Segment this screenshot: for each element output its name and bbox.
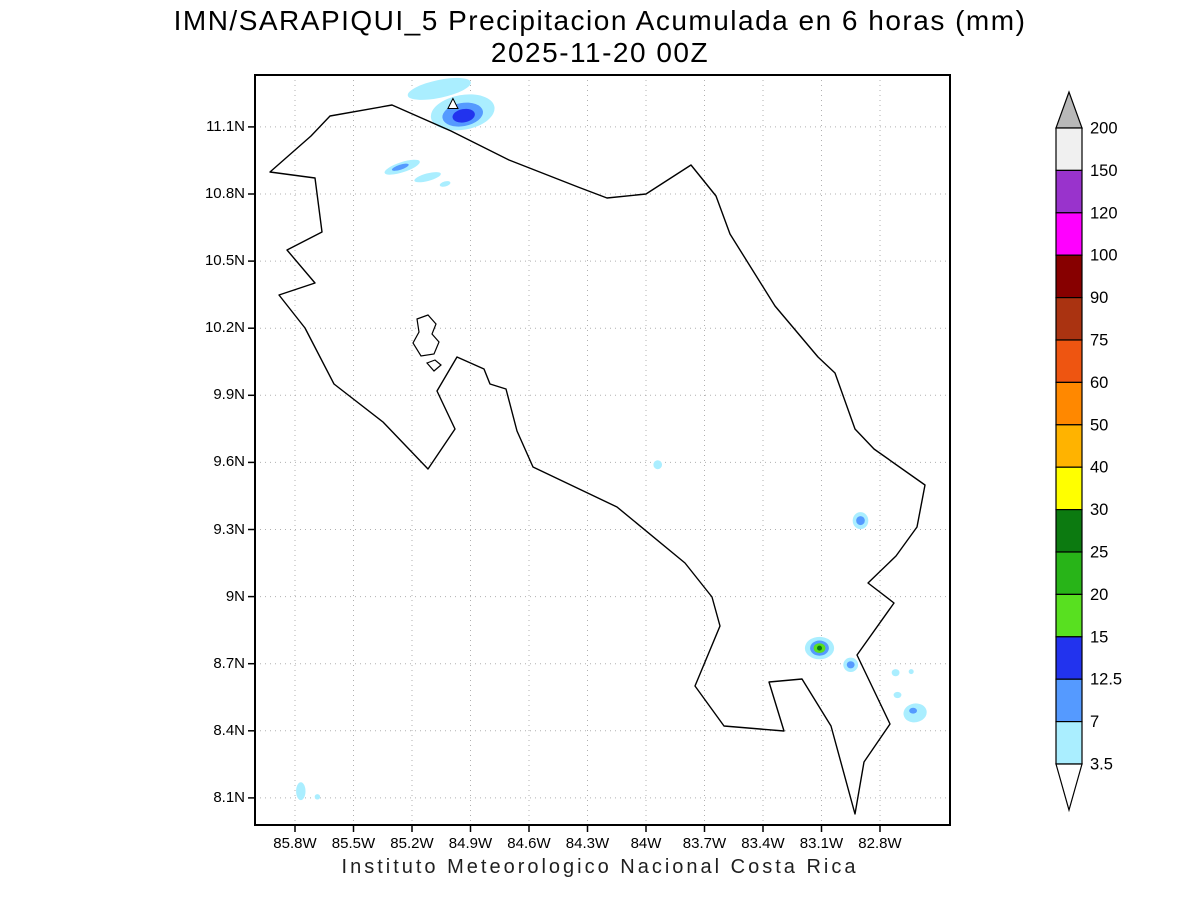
colorbar-label: 150 (1090, 162, 1118, 180)
colorbar-segment (1055, 297, 1083, 341)
colorbar-segment (1055, 424, 1083, 468)
colorbar-segment (1055, 509, 1083, 553)
precip-cell-south-dot-core (846, 661, 855, 669)
lon-tick-label: 83.1W (799, 835, 844, 852)
lon-tick-label: 84.6W (507, 835, 551, 852)
colorbar-segment (1055, 551, 1083, 596)
colorbar-label: 200 (1090, 120, 1118, 138)
colorbar-label: 25 (1090, 544, 1108, 562)
colorbar-label: 3.5 (1090, 756, 1113, 774)
colorbar-segment (1055, 212, 1083, 256)
colorbar-arrow-bottom (1055, 763, 1083, 813)
chart-title: IMN/SARAPIQUI_5 Precipitacion Acumulada … (173, 5, 1027, 36)
colorbar-label: 7 (1090, 713, 1099, 731)
lon-tick-label: 83.7W (682, 835, 727, 852)
colorbar-segment (1055, 169, 1083, 214)
lat-tick-label: 9.9N (213, 386, 245, 404)
colorbar-label: 120 (1090, 204, 1118, 222)
footer-caption: Instituto Meteorologico Nacional Costa R… (341, 856, 859, 878)
colorbar-label: 20 (1090, 586, 1108, 604)
lon-tick-label: 85.5W (331, 835, 376, 852)
lon-tick-label: 84W (630, 835, 662, 852)
precip-cell-guanacaste-streak-b (414, 172, 441, 183)
precip-cell-southeast-cell-small (893, 691, 902, 699)
colorbar-label: 90 (1090, 289, 1108, 307)
precip-cell-south-cell-core (817, 645, 822, 651)
colorbar-segment (1055, 254, 1083, 299)
precip-cell-north-band-west (407, 77, 471, 100)
lat-tick-label: 10.2N (204, 319, 245, 337)
lon-tick-label: 85.8W (273, 835, 317, 852)
precip-cell-central-pacific-dot (653, 460, 662, 470)
colorbar-segment (1055, 381, 1083, 426)
colorbar-label: 12.5 (1090, 671, 1122, 689)
lon-tick-label: 83.4W (741, 835, 785, 852)
colorbar-label: 15 (1090, 628, 1108, 646)
lat-tick-label: 11.1N (206, 117, 245, 135)
gulf-of-nicoya-island (412, 314, 440, 357)
precip-cell-southeast-cell-core (909, 707, 917, 714)
lat-tick-label: 9.6N (213, 453, 245, 471)
colorbar-label: 30 (1090, 501, 1108, 519)
lon-tick-label: 84.3W (565, 835, 610, 852)
colorbar-arrow-top (1055, 90, 1083, 129)
colorbar-segment (1055, 678, 1083, 723)
lon-tick-label: 85.2W (390, 835, 434, 852)
precipitation-shading-layer (296, 77, 927, 801)
map-frame (254, 74, 951, 826)
colorbar-segment (1055, 466, 1083, 511)
coastline-layer (269, 104, 926, 815)
costa-rica-coastline (269, 104, 926, 815)
lat-tick-label: 8.4N (213, 721, 245, 739)
colorbar-segment (1055, 720, 1083, 765)
precip-cell-guanacaste-streak-a-core (391, 163, 409, 171)
lat-tick-label: 9.3N (213, 520, 245, 538)
colorbar-segment (1055, 593, 1083, 638)
precip-cell-talamanca-dot-core (856, 516, 865, 526)
lat-tick-label: 8.7N (213, 654, 245, 672)
lat-tick-label: 8.1N (213, 788, 245, 806)
colorbar-label: 40 (1090, 459, 1108, 477)
chart-subtitle-datetime: 2025-11-20 00Z (490, 37, 710, 68)
precip-cell-southeast-dot-a (891, 669, 900, 677)
lon-tick-label: 82.8W (858, 835, 902, 852)
gulf-of-nicoya-island-small (425, 359, 442, 372)
lon-tick-label: 84.9W (448, 835, 493, 852)
lat-tick-label: 10.8N (204, 184, 245, 202)
station-marker-triangle-icon (447, 97, 459, 110)
station-marker-layer (447, 97, 459, 110)
grid-layer (255, 75, 950, 825)
precip-cell-southeast-dot-b (908, 669, 914, 675)
lat-tick-label: 9N (225, 587, 245, 605)
frame-and-ticks-layer (248, 74, 951, 832)
colorbar-segment (1055, 127, 1083, 172)
map-plot-area (248, 74, 951, 832)
precip-cell-north-band-main-core (452, 108, 475, 123)
colorbar-segment (1055, 636, 1083, 680)
colorbar-segment (1055, 339, 1083, 384)
precip-cell-southwest-dot-b (314, 794, 321, 800)
colorbar: 200 150 120 100 90 75 60 50 40 30 25 20 15 12.5 7 3.5 (1055, 90, 1122, 813)
precip-cell-southwest-dot-a (296, 782, 306, 801)
lat-tick-label: 10.5N (204, 252, 245, 270)
colorbar-label: 100 (1090, 247, 1118, 265)
colorbar-label: 75 (1090, 332, 1108, 350)
colorbar-label: 60 (1090, 374, 1108, 392)
precip-cell-guanacaste-streak-c (439, 181, 451, 187)
colorbar-label: 50 (1090, 416, 1108, 434)
